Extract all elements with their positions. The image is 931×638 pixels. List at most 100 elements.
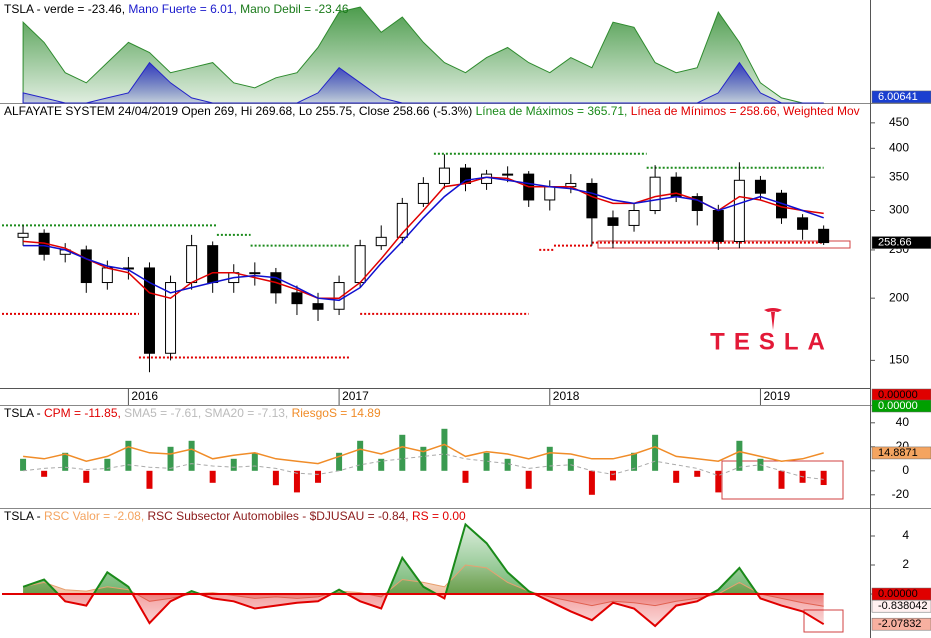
candle-body xyxy=(143,267,155,354)
bar xyxy=(272,470,279,486)
y-tick-label: 0 xyxy=(902,463,909,477)
bar xyxy=(83,470,90,483)
title-part: SMA5 = -7.61, xyxy=(124,406,204,420)
title-part: Línea de Mínimos = 258.66, xyxy=(631,104,783,118)
bar xyxy=(209,470,216,483)
candle-body xyxy=(502,173,514,176)
line-negative xyxy=(56,594,825,628)
line-positive xyxy=(22,564,764,595)
value-tag-label: 0.00000 xyxy=(878,389,918,401)
value-tag xyxy=(871,599,931,613)
candle-body xyxy=(754,179,766,194)
candle-body xyxy=(544,186,556,201)
value-tag-label: 0.00000 xyxy=(878,400,918,412)
value-tag-label: 14.8871 xyxy=(878,447,918,459)
value-tag-label: 258.66 xyxy=(878,236,912,248)
candle-body xyxy=(586,182,598,219)
y-tick-label: 40 xyxy=(896,415,910,429)
value-tag xyxy=(871,90,931,104)
value-tag xyxy=(871,236,931,249)
indicator-line xyxy=(23,443,824,465)
bar xyxy=(420,446,427,471)
bar xyxy=(41,470,48,477)
bar xyxy=(146,470,153,489)
bar xyxy=(315,470,322,483)
bar xyxy=(462,470,469,483)
candle-body xyxy=(712,210,724,242)
value-tag xyxy=(871,446,931,460)
title-part: CPM = -11.85, xyxy=(44,406,124,420)
pane-title: TSLA - RSC Valor = -2.08, RSC Subsector … xyxy=(4,509,466,523)
candle-body xyxy=(438,167,450,184)
value-tag xyxy=(871,399,931,413)
area xyxy=(22,6,824,104)
title-part: RSC Valor = -2.08, xyxy=(44,509,148,523)
bar xyxy=(188,440,195,471)
area xyxy=(22,61,824,104)
title-part: Línea de Máximos = 365.71, xyxy=(476,104,631,118)
candle-body xyxy=(165,282,177,354)
logo-icon xyxy=(764,308,782,330)
bar xyxy=(293,470,300,493)
title-part: TSLA - verde = -23.46, xyxy=(4,2,128,16)
candle-body xyxy=(375,236,387,247)
y-tick-label: 350 xyxy=(889,169,909,183)
x-tick-label: 2019 xyxy=(763,389,790,403)
bar xyxy=(588,470,595,495)
bar xyxy=(483,452,490,471)
bar xyxy=(673,470,680,483)
bar xyxy=(104,458,111,471)
title-part: SMA20 = -7.13, xyxy=(205,406,292,420)
bar xyxy=(504,458,511,471)
title-part: RS = 0.00 xyxy=(412,509,466,523)
logo: TESLA xyxy=(710,328,834,355)
bar xyxy=(336,452,343,471)
bar xyxy=(20,458,27,471)
candle-body xyxy=(417,182,429,204)
candle-body xyxy=(333,282,345,310)
bar xyxy=(546,446,553,471)
highlight-box xyxy=(597,240,851,249)
x-tick-label: 2018 xyxy=(553,389,580,403)
title-part: TSLA - xyxy=(4,406,44,420)
candle-body xyxy=(312,303,324,310)
title-part: Mano Debil = -23.46 xyxy=(240,2,349,16)
candle-body xyxy=(101,267,113,284)
line-positive xyxy=(22,522,759,595)
title-part: RSC Subsector Automobiles - $DJUSAU = -0… xyxy=(148,509,412,523)
bar xyxy=(399,434,406,471)
candle-body xyxy=(797,217,809,230)
candle-body xyxy=(396,202,408,238)
candle-body xyxy=(80,249,92,284)
candle-body xyxy=(733,179,745,242)
y-tick-label: 2 xyxy=(902,557,909,571)
bar xyxy=(715,470,722,493)
bar xyxy=(820,470,827,486)
moving-average xyxy=(23,176,824,300)
bar xyxy=(631,452,638,471)
pane-title: TSLA - CPM = -11.85, SMA5 = -7.61, SMA20… xyxy=(4,406,381,420)
bar xyxy=(251,452,258,471)
candle-body xyxy=(818,228,830,244)
title-part: RiesgoS = 14.89 xyxy=(292,406,381,420)
value-tag-label: -0.838042 xyxy=(878,600,928,612)
candle-body xyxy=(249,272,261,275)
bar xyxy=(62,452,69,471)
pane-title: ALFAYATE SYSTEM 24/04/2019 Open 269, Hi … xyxy=(4,104,860,118)
bar xyxy=(378,458,385,471)
candle-body xyxy=(628,210,640,226)
title-part: Mano Fuerte = 6.01, xyxy=(128,2,240,16)
bar xyxy=(125,440,132,471)
pane-title: TSLA - verde = -23.46, Mano Fuerte = 6.0… xyxy=(4,2,349,16)
title-part: ALFAYATE SYSTEM 24/04/2019 Open 269, Hi … xyxy=(4,104,476,118)
y-tick-label: 4 xyxy=(902,528,909,542)
value-tag-label: 6.00641 xyxy=(878,91,918,103)
y-tick-label: 450 xyxy=(889,115,909,129)
indicator-line xyxy=(23,453,824,480)
x-tick-label: 2017 xyxy=(342,389,369,403)
candle-body xyxy=(691,196,703,212)
value-tag-label: -2.07832 xyxy=(878,618,921,630)
candle-body xyxy=(649,176,661,212)
